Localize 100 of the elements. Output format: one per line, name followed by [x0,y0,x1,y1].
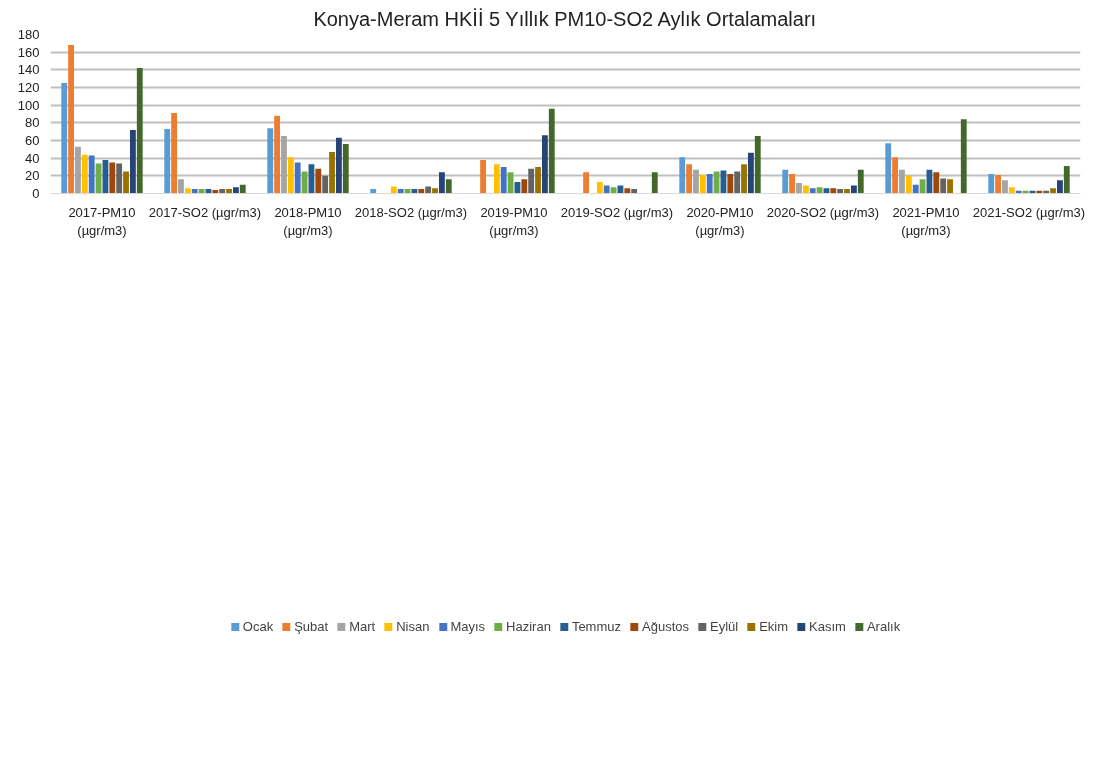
bar [281,136,287,194]
bar [164,129,171,194]
bar [75,146,81,194]
bar [1056,180,1063,194]
bar [61,83,68,194]
bar [528,168,535,194]
bar [329,151,335,194]
bar [747,152,754,194]
y-tick-label: 100 [17,97,40,113]
bar [583,172,590,194]
bar [123,171,129,194]
legend-label: Aralık [866,618,901,634]
bar [596,182,603,194]
x-tick-label: 2019-SO2 (µgr/m3) [560,204,674,220]
legend-label: Temmuz [571,618,622,634]
x-tick-label: 2021-PM10 (µgr/m3) [892,204,960,238]
bar [796,182,802,194]
bar [541,135,548,194]
bar [68,45,75,194]
bar [995,174,1002,194]
bar [1002,180,1008,194]
bar [706,174,713,194]
bar [267,128,274,194]
bar [789,174,796,194]
bar [335,137,342,194]
bar [624,188,631,194]
bar [171,113,178,194]
bar [418,189,425,194]
legend-label: Ekim [759,618,789,634]
bar [837,189,844,194]
x-tick-label: 2019-PM10 (µgr/m3) [480,204,548,238]
legend-label: Ağustos [642,618,689,634]
bar [857,169,864,194]
bar [116,163,123,194]
legend-label: Kasım [809,618,846,634]
bar [232,187,239,194]
bar [81,154,88,194]
bar [754,136,761,194]
bar [899,169,905,194]
bar [850,185,857,194]
x-tick-label: 2017-SO2 (µgr/m3) [148,204,262,220]
bar [603,185,610,194]
y-tick-label: 80 [25,115,40,131]
x-tick-label: 2018-SO2 (µgr/m3) [354,204,468,220]
y-tick-label: 40 [25,150,40,166]
bar [809,188,816,194]
legend-label: Mart [349,618,376,634]
bar [693,169,699,194]
bar [905,175,912,194]
legend-label: Mayıs [450,618,486,634]
y-tick-label: 160 [17,44,40,60]
bar [191,189,198,194]
bar [548,108,555,194]
bar [802,185,809,194]
bar [960,119,967,194]
bar [947,179,953,194]
bar [480,159,487,194]
bar [885,143,892,194]
bar [129,129,136,194]
bar [88,155,95,194]
x-tick-label: 2017-PM10 (µgr/m3) [68,204,136,238]
legend-label: Ocak [242,618,274,634]
bar [294,162,301,194]
bar [493,164,500,194]
bar [830,188,837,194]
bar [432,188,438,194]
bar [699,174,706,194]
chart-title: Konya-Meram HKİİ 5 Yıllık PM10-SO2 Aylık Ortalamaları [313,7,817,30]
legend-label: Haziran [506,618,551,634]
bar [727,174,734,194]
x-tick-label: 2018-PM10 (µgr/m3) [274,204,342,238]
bar [844,189,850,194]
bar [686,164,693,194]
bar [390,186,397,194]
bar [631,189,638,194]
y-tick-label: 180 [17,27,40,42]
y-tick-label: 140 [17,62,40,78]
bar [425,186,432,194]
y-tick-label: 20 [25,168,40,184]
bar [219,189,226,194]
x-tick-label: 2021-SO2 (µgr/m3) [972,204,1086,220]
bar [535,167,541,194]
bar [109,162,116,194]
bar [892,157,899,194]
bar [734,171,741,194]
bar [651,172,658,194]
bar [239,184,246,194]
bar [988,174,995,194]
bar [315,168,322,194]
bar [178,179,184,194]
x-tick-label: 2020-SO2 (µgr/m3) [766,204,880,220]
bar [184,188,191,194]
bar [136,68,143,194]
bar [782,169,789,194]
bar [741,164,747,194]
bar [438,172,445,194]
bar [912,184,919,194]
bar [1050,188,1056,194]
bar [370,189,377,194]
bar [342,144,349,194]
